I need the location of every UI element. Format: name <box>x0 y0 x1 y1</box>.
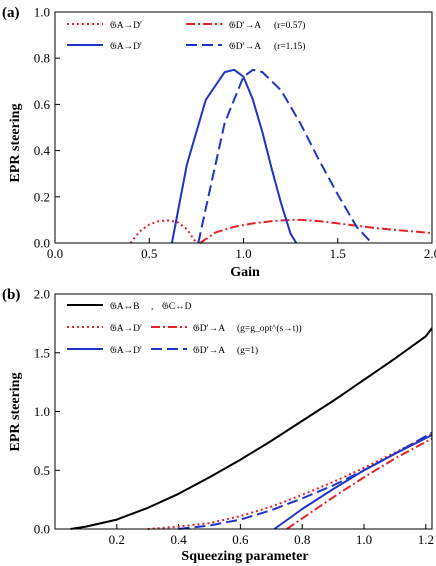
panel-label-a: (a) <box>2 5 20 21</box>
series-line-b2 <box>147 432 433 530</box>
series-line-a1 <box>199 218 433 244</box>
legend-b: 𝔊A↔B , 𝔊C↔D 𝔊A→D′ 𝔊D′→A (g=g_opt^(s→t)) … <box>67 301 302 356</box>
series-line-a2 <box>170 68 298 244</box>
series-b <box>70 327 433 530</box>
ticks-a: 0.0 0.5 1.0 1.5 2.0 0.0 0.2 0.4 0.6 0.8 1.0 <box>34 5 436 262</box>
y-tick-label: 0.0 <box>34 522 50 537</box>
legend-label-b1: 𝔊C↔D <box>162 301 192 312</box>
x-tick-label: 0.0 <box>47 246 63 261</box>
ticks-b: 0.2 0.4 0.6 0.8 1.0 1.2 0.0 0.5 1.0 1.5 2.0 <box>34 287 434 548</box>
series-line-b0 <box>70 327 433 530</box>
y-axis-title-a: EPR steering <box>8 104 23 183</box>
x-tick-label: 0.5 <box>141 246 157 261</box>
legend-label-a2: 𝔊A→D′ <box>110 41 142 52</box>
x-tick-label: 0.4 <box>170 532 187 547</box>
x-axis-title-a: Gain <box>230 265 260 280</box>
legend-separator-b: , <box>151 302 153 312</box>
y-tick-label: 0.8 <box>34 51 50 66</box>
legend-label-b3: 𝔊D′→A <box>193 323 225 334</box>
x-tick-label: 0.2 <box>109 532 125 547</box>
y-tick-label: 0.5 <box>34 463 50 478</box>
y-tick-label: 0.0 <box>34 236 50 251</box>
series-line-b3 <box>286 437 433 530</box>
y-axis-title-b: EPR steering <box>8 373 23 452</box>
legend-note-b0: (g=g_opt^(s→t)) <box>237 323 302 334</box>
legend-note-a0: (r=0.57) <box>274 20 305 31</box>
series-line-a0 <box>129 219 198 244</box>
legend-label-b0: 𝔊A↔B <box>110 301 139 312</box>
series-line-a3 <box>197 68 373 244</box>
y-tick-label: 1.5 <box>34 345 50 360</box>
panel-b: (b) EPR steering Squeezing parameter 0.2… <box>2 287 434 565</box>
legend-label-b5: 𝔊D′→A <box>193 345 225 356</box>
plot-frame-b <box>54 293 433 530</box>
y-tick-label: 0.2 <box>34 189 50 204</box>
x-tick-label: 1.2 <box>418 532 434 547</box>
y-tick-label: 2.0 <box>34 287 50 302</box>
y-tick-label: 0.4 <box>34 143 51 158</box>
legend-label-b4: 𝔊A→D′ <box>110 345 142 356</box>
x-axis-title-b: Squeezing parameter <box>181 549 308 564</box>
legend-note-a1: (r=1.15) <box>274 41 305 52</box>
series-line-b4 <box>273 434 433 530</box>
x-tick-label: 1.0 <box>356 532 372 547</box>
legend-label-b2: 𝔊A→D′ <box>110 323 142 334</box>
legend-label-a1: 𝔊D′→A <box>229 20 261 31</box>
x-tick-label: 1.5 <box>330 246 346 261</box>
panel-label-b: (b) <box>2 287 20 303</box>
y-tick-label: 1.0 <box>34 5 50 20</box>
legend-label-a0: 𝔊A→D′ <box>110 20 142 31</box>
x-tick-label: 0.8 <box>294 532 310 547</box>
series-line-b5 <box>178 431 433 530</box>
series-a <box>129 68 433 244</box>
x-tick-label: 0.6 <box>232 532 249 547</box>
panel-a: (a) EPR steering Gain 0.00.51.01.52.00.0… <box>2 5 436 281</box>
x-tick-label: 2.0 <box>424 246 436 261</box>
legend-note-b1: (g=1) <box>237 345 258 356</box>
y-tick-label: 1.0 <box>34 404 50 419</box>
legend-a: 𝔊A→D′ 𝔊D′→A (r=0.57) 𝔊A→D′ 𝔊D′→A (r=1.15… <box>67 20 305 52</box>
x-tick-label: 1.0 <box>235 246 251 261</box>
legend-label-a3: 𝔊D′→A <box>229 41 261 52</box>
plot-frame-a <box>54 11 433 244</box>
y-tick-label: 0.6 <box>34 97 51 112</box>
